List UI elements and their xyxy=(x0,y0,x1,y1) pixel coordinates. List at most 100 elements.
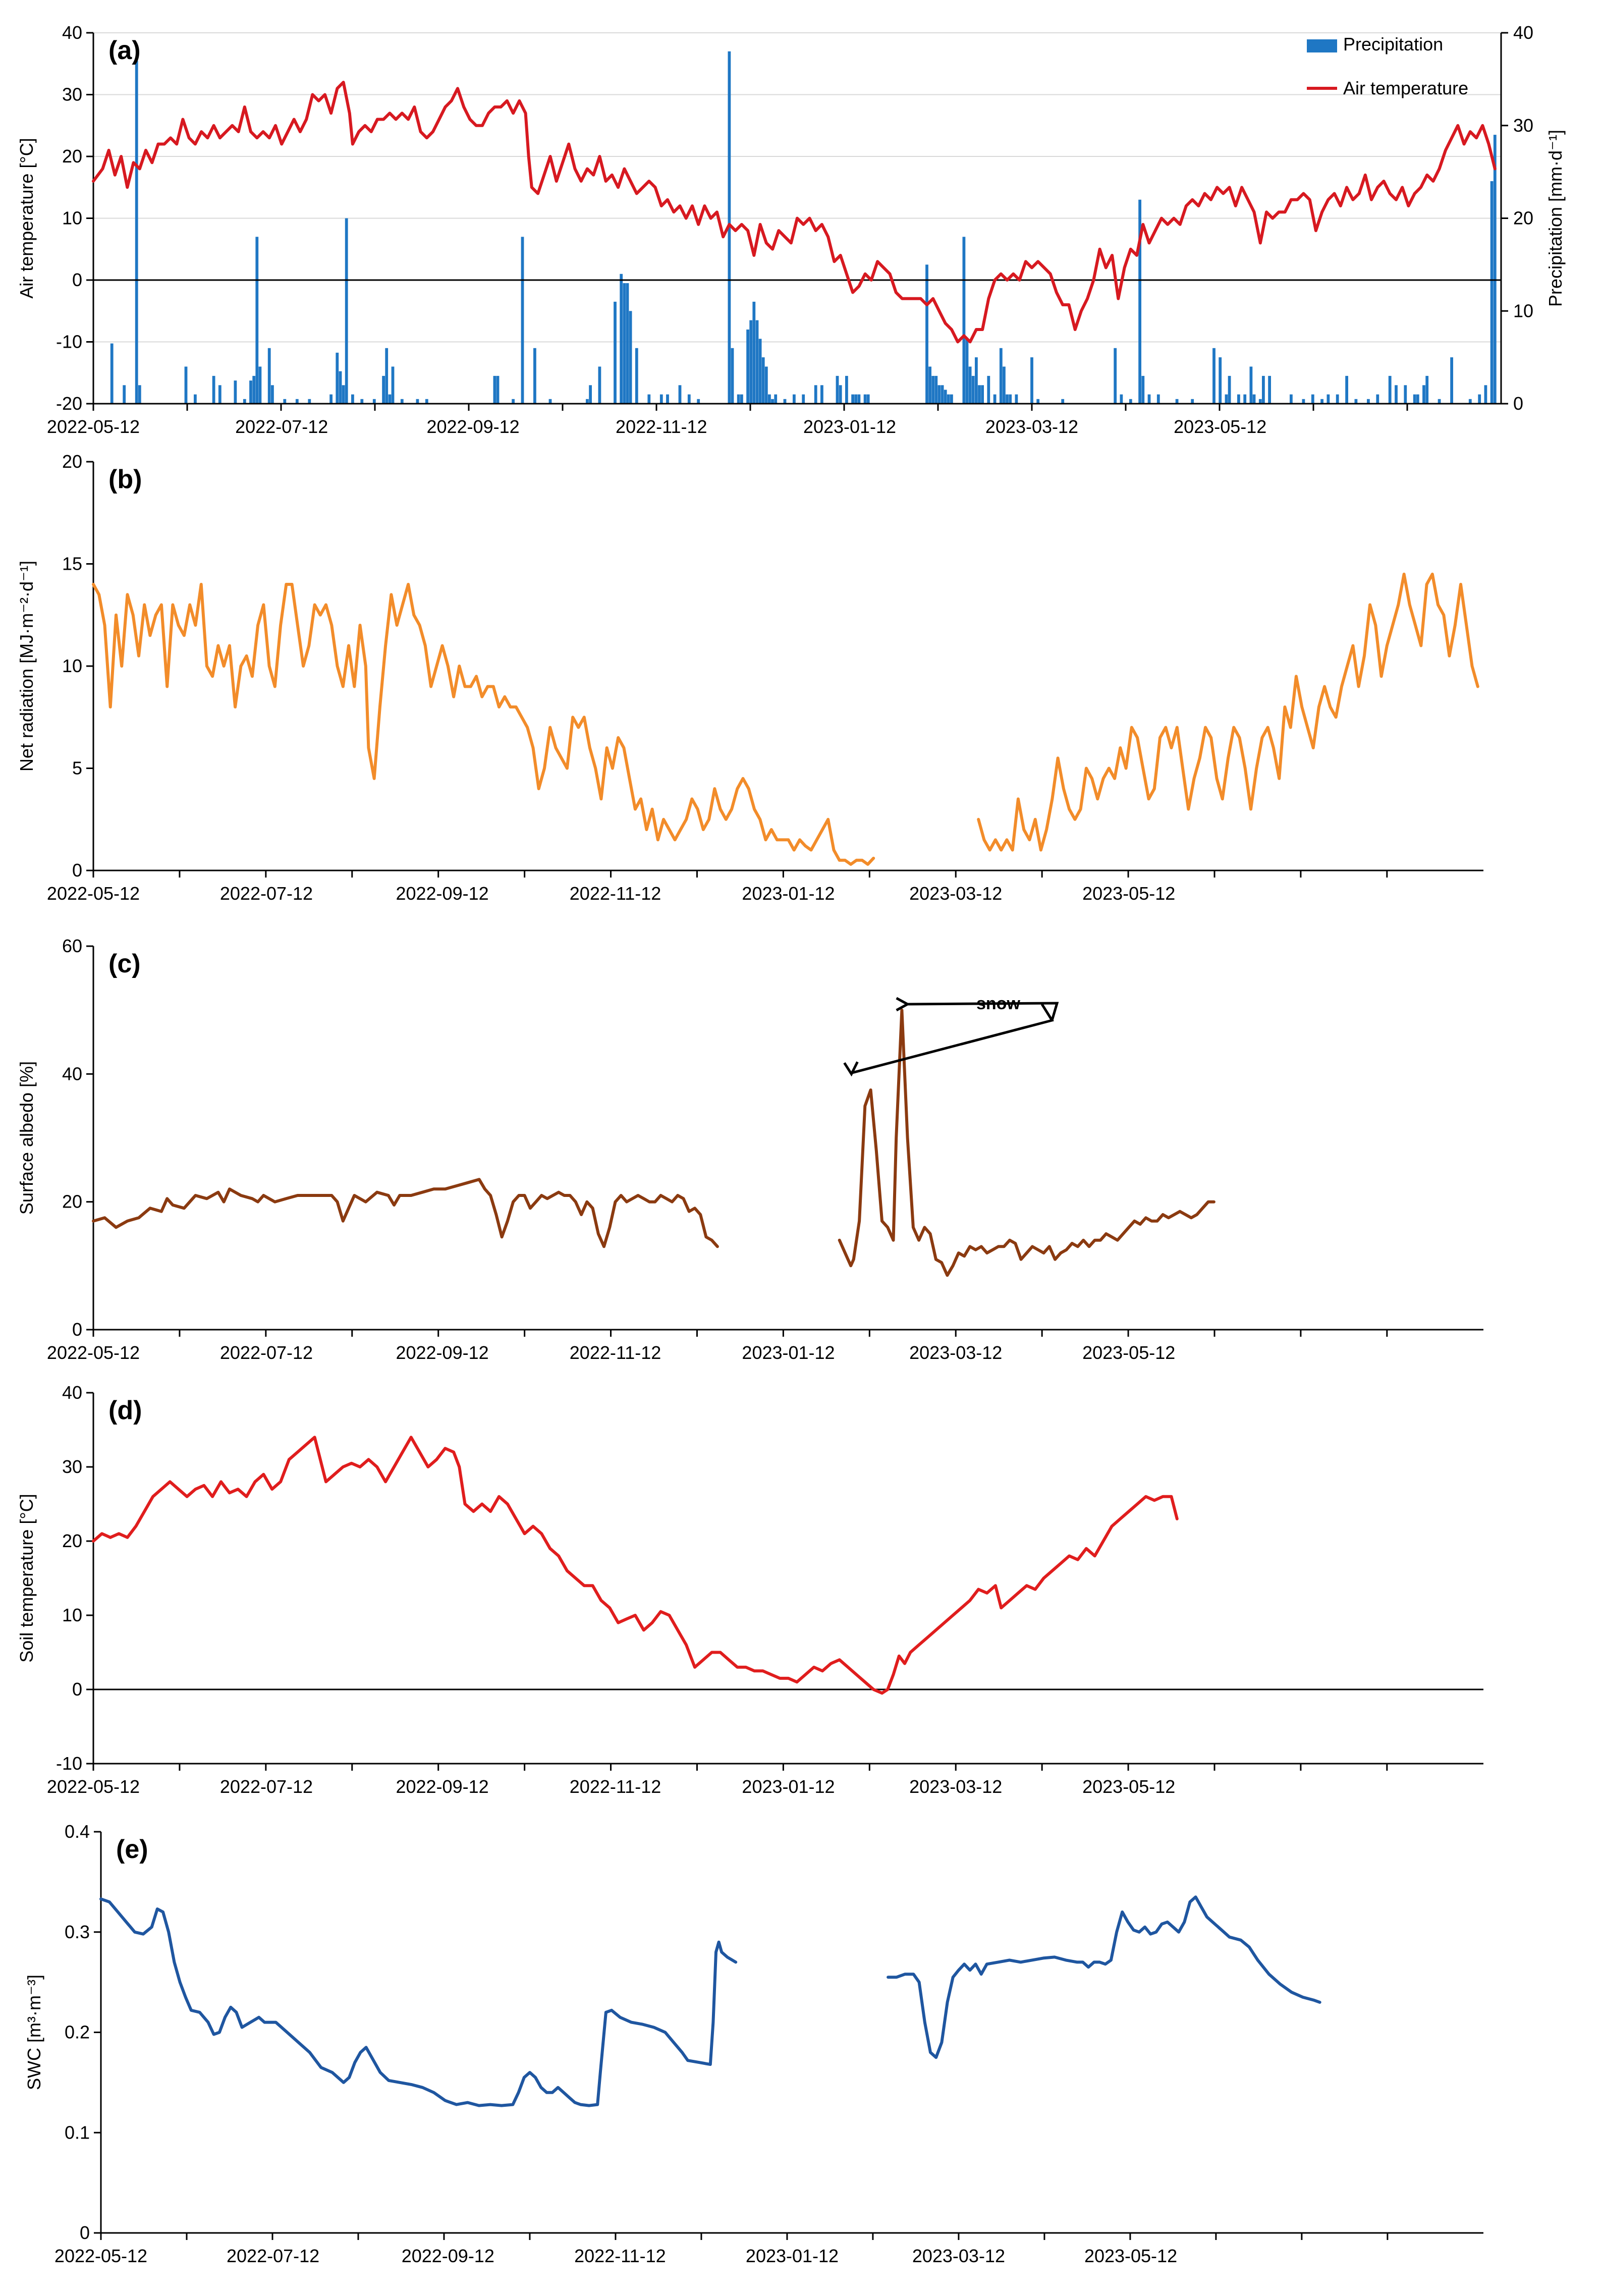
precipitation-bar-135 xyxy=(1354,399,1358,404)
precipitation-bar-140 xyxy=(1404,385,1407,404)
x-tick-label: 2022-11-12 xyxy=(570,883,661,904)
precipitation-bar-9 xyxy=(243,399,246,404)
precipitation-bar-27 xyxy=(382,375,385,404)
snow-arrow-2 xyxy=(907,1002,1059,1021)
precipitation-bar-63 xyxy=(758,339,762,404)
y-tick-label: 0 xyxy=(72,860,82,881)
precipitation-bar-115 xyxy=(1175,399,1179,404)
y-tick-label: 0 xyxy=(72,269,82,290)
precipitation-bar-5 xyxy=(194,394,197,404)
precipitation-bar-35 xyxy=(496,375,500,404)
precipitation-bar-110 xyxy=(1129,399,1132,404)
precipitation-bar-43 xyxy=(614,301,617,404)
precipitation-bar-106 xyxy=(1036,399,1040,404)
precipitation-bar-129 xyxy=(1302,399,1305,404)
precipitation-bar-81 xyxy=(866,394,870,404)
precipitation-bar-52 xyxy=(678,385,682,404)
precipitation-bar-100 xyxy=(999,348,1003,404)
x-tick-label: 2023-05-12 xyxy=(1082,883,1175,904)
precipitation-bar-23 xyxy=(345,218,348,404)
y-axis-title: Net radiation [MJ·m⁻²·d⁻¹] xyxy=(16,561,37,772)
precipitation-bar-39 xyxy=(548,399,552,404)
precipitation-bar-57 xyxy=(737,394,740,404)
x-tick-label: 2023-03-12 xyxy=(912,2246,1005,2266)
y-tick-label: 20 xyxy=(62,451,82,472)
air-temperature-line xyxy=(92,81,1497,344)
precipitation-bar-33 xyxy=(425,399,428,404)
x-tick-label: 2023-01-12 xyxy=(803,416,896,437)
precipitation-bar-16 xyxy=(283,399,287,404)
precipitation-bar-98 xyxy=(987,375,990,404)
precipitation-bar-137 xyxy=(1376,394,1379,404)
y-tick-label: -20 xyxy=(56,393,82,414)
precipitation-bar-134 xyxy=(1345,375,1348,404)
precipitation-bar-22 xyxy=(342,385,345,404)
y-axis-title: Air temperature [°C] xyxy=(16,138,37,299)
precipitation-bar-107 xyxy=(1061,399,1065,404)
precipitation-bar-65 xyxy=(764,366,768,404)
snow-arrow-1 xyxy=(851,1003,1054,1074)
precipitation-bar-151 xyxy=(1493,135,1497,404)
precipitation-bar-42 xyxy=(598,366,601,404)
y-tick-label: 0 xyxy=(72,1319,82,1340)
precipitation-bar-30 xyxy=(391,366,395,404)
x-tick-label: 2023-03-12 xyxy=(985,416,1078,437)
swc-line-0 xyxy=(99,1897,738,2107)
precipitation-bar-77 xyxy=(851,394,854,404)
precipitation-bar-59 xyxy=(746,330,749,404)
x-tick-label: 2023-05-12 xyxy=(1174,416,1266,437)
y-tick-label: -10 xyxy=(56,332,82,352)
x-tick-label: 2022-07-12 xyxy=(235,416,328,437)
y-tick-label: 60 xyxy=(62,936,82,956)
precipitation-bar-147 xyxy=(1468,399,1472,404)
x-tick-label: 2023-05-12 xyxy=(1082,1342,1175,1363)
precipitation-bar-138 xyxy=(1388,375,1392,404)
precipitation-bar-66 xyxy=(768,394,771,404)
y2-tick-label: 40 xyxy=(1513,22,1533,43)
precipitation-bar-93 xyxy=(968,366,972,404)
precipitation-bar-127 xyxy=(1268,375,1271,404)
precipitation-bar-79 xyxy=(857,394,861,404)
snow-arrowhead-1 xyxy=(843,1061,859,1077)
y-tick-label: 10 xyxy=(62,655,82,676)
precipitation-bar-2 xyxy=(135,61,138,404)
precipitation-bar-91 xyxy=(962,237,966,404)
precipitation-bar-143 xyxy=(1422,385,1425,404)
precipitation-bar-10 xyxy=(249,380,252,404)
precipitation-bar-7 xyxy=(218,385,222,404)
x-tick-label: 2022-07-12 xyxy=(220,1776,313,1797)
precipitation-bar-15 xyxy=(271,385,274,404)
precipitation-bar-144 xyxy=(1425,375,1429,404)
x-tick-label: 2022-05-12 xyxy=(47,416,140,437)
precipitation-bar-108 xyxy=(1114,348,1117,404)
precipitation-bar-1 xyxy=(123,385,126,404)
precipitation-bar-124 xyxy=(1252,394,1256,404)
precipitation-bar-99 xyxy=(993,394,997,404)
precipitation-bar-31 xyxy=(400,399,404,404)
net-radiation-line-0 xyxy=(92,583,875,866)
precipitation-bar-40 xyxy=(586,399,589,404)
x-tick-label: 2023-01-12 xyxy=(742,1342,835,1363)
precipitation-bar-0 xyxy=(110,343,114,404)
x-tick-label: 2023-01-12 xyxy=(746,2246,839,2266)
y-tick-label: 30 xyxy=(62,1456,82,1477)
net-radiation-line-1 xyxy=(977,572,1479,852)
precipitation-bar-84 xyxy=(931,375,935,404)
y-tick-label: 30 xyxy=(62,84,82,105)
y2-tick-label: 0 xyxy=(1513,393,1523,414)
precipitation-bar-61 xyxy=(752,301,756,404)
y-axis-title: Surface albedo [%] xyxy=(16,1061,37,1215)
soil-temperature-line xyxy=(92,1436,1179,1695)
precipitation-bar-82 xyxy=(925,264,928,404)
y-tick-label: 40 xyxy=(62,1063,82,1084)
precipitation-bar-20 xyxy=(336,352,339,404)
precipitation-bar-67 xyxy=(771,399,774,404)
precipitation-bar-114 xyxy=(1156,394,1160,404)
precipitation-bar-51 xyxy=(666,394,669,404)
precipitation-bar-54 xyxy=(697,399,700,404)
snow-arrowhead-2 xyxy=(896,997,910,1012)
x-tick-label: 2023-05-12 xyxy=(1084,2246,1177,2266)
precipitation-bar-122 xyxy=(1243,394,1247,404)
precipitation-bar-92 xyxy=(965,339,969,404)
